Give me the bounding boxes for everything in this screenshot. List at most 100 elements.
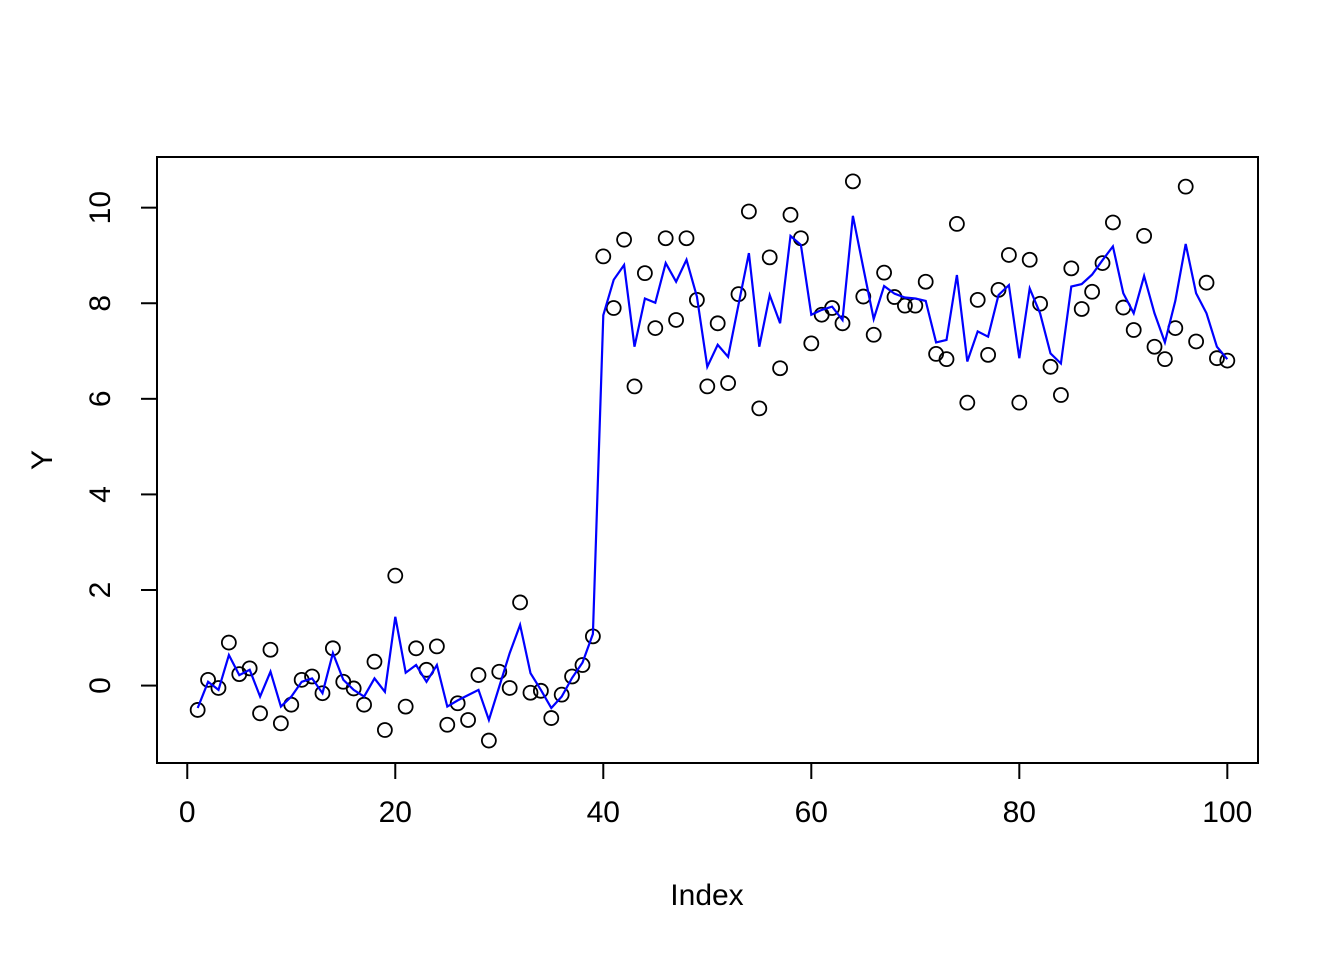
- data-point: [449, 695, 466, 712]
- data-point: [772, 360, 788, 377]
- data-point: [387, 567, 404, 584]
- data-point: [501, 680, 518, 696]
- x-tick-label: 0: [179, 796, 196, 829]
- data-point: [761, 249, 778, 266]
- data-point: [647, 320, 664, 336]
- data-point: [855, 288, 872, 305]
- data-point: [1146, 338, 1163, 355]
- data-point: [366, 653, 383, 670]
- y-tick-label: 2: [84, 582, 117, 599]
- data-point: [252, 705, 268, 722]
- data-point: [574, 657, 591, 673]
- y-tick-label: 10: [84, 191, 117, 224]
- x-tick-label: 100: [1202, 796, 1252, 829]
- data-point: [1084, 283, 1101, 300]
- data-point: [439, 716, 456, 733]
- data-point: [1177, 178, 1194, 195]
- data-point: [616, 231, 632, 248]
- data-point: [553, 686, 570, 703]
- data-point: [262, 641, 279, 658]
- data-point: [1073, 301, 1090, 317]
- data-point: [200, 671, 216, 688]
- data-point: [408, 640, 424, 657]
- data-point: [1219, 352, 1236, 369]
- data-point: [397, 698, 414, 715]
- y-tick-label: 8: [84, 295, 117, 312]
- data-point: [1105, 214, 1121, 231]
- data-point: [657, 230, 674, 247]
- data-point: [304, 668, 320, 685]
- x-tick-label: 20: [379, 796, 412, 829]
- data-point: [1042, 358, 1059, 375]
- data-point: [1209, 350, 1225, 367]
- data-point: [356, 696, 372, 713]
- data-point: [532, 682, 549, 699]
- data-point: [709, 315, 726, 332]
- data-point: [969, 291, 986, 308]
- data-point: [491, 663, 508, 680]
- data-point: [740, 203, 757, 220]
- y-axis-title: Y: [26, 450, 59, 470]
- data-point: [636, 265, 653, 282]
- data-point: [1188, 333, 1205, 350]
- data-point: [782, 206, 799, 223]
- data-point: [210, 680, 227, 696]
- data-point: [480, 732, 497, 749]
- data-point: [460, 712, 476, 728]
- data-point: [668, 312, 684, 328]
- data-point: [1001, 247, 1017, 263]
- data-point: [1063, 260, 1080, 277]
- data-point: [844, 173, 861, 190]
- data-point: [512, 594, 528, 611]
- data-point: [1157, 351, 1173, 368]
- fitted-line-path: [196, 215, 1229, 724]
- y-tick-label: 0: [84, 677, 117, 694]
- data-point: [959, 394, 976, 411]
- data-point: [595, 248, 612, 265]
- data-point: [543, 710, 560, 726]
- data-point: [1198, 274, 1215, 291]
- data-point: [1136, 227, 1153, 244]
- data-point: [949, 216, 965, 232]
- y-tick-label: 6: [84, 390, 117, 407]
- data-point: [428, 638, 445, 655]
- data-point: [803, 335, 820, 352]
- data-point: [272, 715, 289, 732]
- data-point: [626, 378, 643, 395]
- data-point: [917, 273, 934, 290]
- data-point: [792, 230, 809, 247]
- x-tick-label: 60: [795, 796, 828, 829]
- data-point: [189, 702, 206, 718]
- data-point: [1094, 255, 1111, 271]
- data-point: [283, 696, 300, 713]
- plot-border: [156, 156, 1259, 764]
- data-point: [605, 300, 622, 316]
- data-point: [699, 378, 716, 395]
- x-axis-title: Index: [670, 879, 743, 912]
- data-point: [865, 326, 882, 343]
- data-point: [564, 668, 580, 685]
- data-point: [1053, 387, 1069, 403]
- data-point: [470, 667, 487, 683]
- data-point: [1011, 394, 1028, 411]
- data-point: [241, 660, 258, 677]
- data-point: [522, 684, 539, 701]
- data-point: [720, 375, 736, 391]
- data-point: [678, 230, 695, 247]
- data-point: [314, 685, 331, 702]
- data-point: [730, 286, 747, 303]
- data-point: [876, 264, 893, 281]
- data-point: [897, 297, 913, 314]
- data-point: [751, 400, 768, 417]
- data-point: [1021, 251, 1038, 268]
- data-point: [376, 722, 393, 738]
- y-tick-label: 4: [84, 486, 117, 503]
- data-point: [220, 634, 237, 651]
- data-point: [1125, 322, 1142, 338]
- data-point: [938, 351, 955, 368]
- x-tick-label: 40: [587, 796, 620, 829]
- x-tick-label: 80: [1003, 796, 1036, 829]
- data-point: [980, 346, 997, 363]
